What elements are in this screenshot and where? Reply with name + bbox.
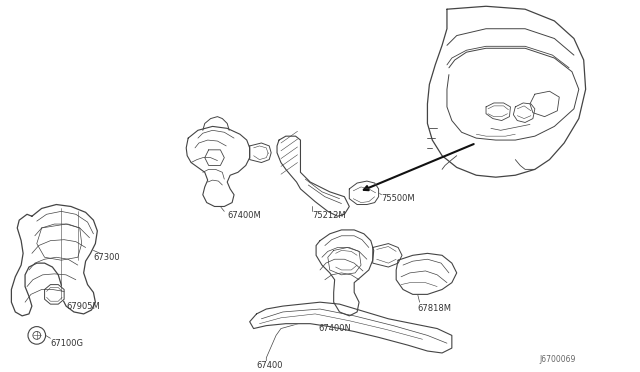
Text: 67818M: 67818M	[418, 304, 452, 313]
Polygon shape	[396, 253, 457, 294]
Polygon shape	[316, 230, 374, 316]
Circle shape	[33, 331, 41, 339]
Polygon shape	[250, 143, 271, 163]
Polygon shape	[328, 247, 361, 275]
Polygon shape	[36, 224, 82, 260]
Text: 75212M: 75212M	[312, 211, 346, 220]
Circle shape	[28, 327, 45, 344]
Polygon shape	[486, 103, 511, 121]
Text: J6700069: J6700069	[540, 355, 576, 364]
Text: 67400N: 67400N	[318, 324, 351, 333]
Polygon shape	[45, 285, 64, 304]
Polygon shape	[513, 103, 535, 122]
Polygon shape	[205, 150, 224, 166]
Text: 67400M: 67400M	[227, 211, 261, 220]
Text: 67905M: 67905M	[66, 302, 100, 311]
Text: 67100G: 67100G	[51, 339, 83, 348]
Polygon shape	[530, 91, 559, 117]
Polygon shape	[349, 181, 379, 205]
Polygon shape	[186, 126, 250, 206]
Text: 75500M: 75500M	[381, 194, 415, 203]
Polygon shape	[12, 205, 97, 316]
Polygon shape	[372, 244, 402, 267]
Polygon shape	[428, 6, 586, 177]
Text: 67400: 67400	[257, 361, 283, 370]
Polygon shape	[250, 302, 452, 353]
Text: 67300: 67300	[93, 253, 120, 262]
Polygon shape	[277, 136, 349, 216]
